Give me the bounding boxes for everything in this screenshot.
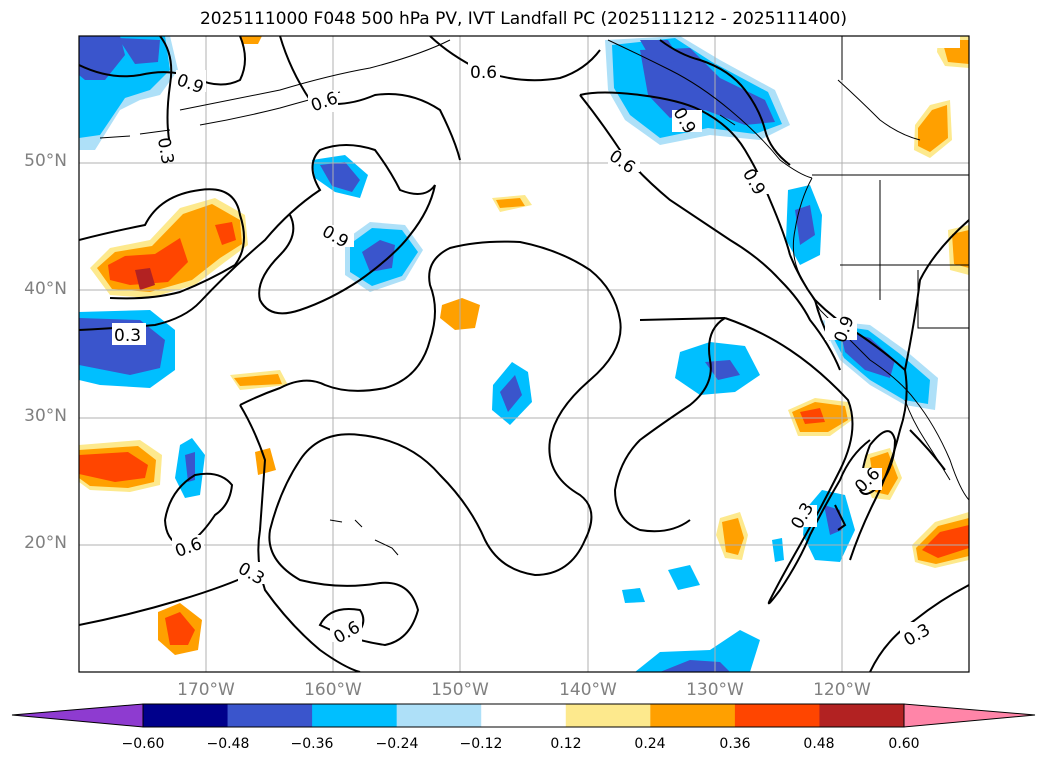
map-panel: 0.9 0.6 0.3 0.6 0.6 0.9 0.9 0.9 0.3 0.9 … bbox=[78, 35, 970, 673]
map-title: 2025111000 F048 500 hPa PV, IVT Landfall… bbox=[199, 9, 847, 29]
map-frame bbox=[78, 35, 970, 673]
contour-label: 0.3 bbox=[114, 326, 141, 346]
colorbar-tick-label: −0.12 bbox=[459, 736, 503, 752]
colorbar-tick-label: 0.12 bbox=[550, 736, 582, 752]
colorbar-segment bbox=[734, 704, 820, 727]
colorbar-tick-label: 0.24 bbox=[634, 736, 666, 752]
colorbar-segment bbox=[819, 704, 905, 727]
lon-label-120w: 120°W bbox=[813, 680, 871, 700]
colorbar-segment bbox=[650, 704, 736, 727]
colorbar-segment bbox=[396, 704, 482, 727]
lat-label-40n: 40°N bbox=[24, 279, 67, 299]
colorbar-tick-label: −0.60 bbox=[121, 736, 165, 752]
colorbar-tick-label: −0.24 bbox=[375, 736, 419, 752]
lon-label-140w: 140°W bbox=[559, 680, 617, 700]
contour-label: 0.3 bbox=[153, 136, 177, 166]
contour-label: 0.6 bbox=[470, 63, 497, 83]
colorbar-tick-label: −0.48 bbox=[206, 736, 250, 752]
colorbar-extend-high bbox=[904, 704, 1035, 727]
colorbar-extend-low bbox=[12, 704, 143, 727]
lat-label-30n: 30°N bbox=[24, 406, 67, 426]
lat-label-20n: 20°N bbox=[24, 533, 67, 553]
lon-label-160w: 160°W bbox=[304, 680, 362, 700]
colorbar-tick-label: 0.48 bbox=[803, 736, 835, 752]
colorbar-segment bbox=[565, 704, 651, 727]
colorbar-segment bbox=[143, 704, 229, 727]
coastlines bbox=[99, 36, 969, 556]
colorbar bbox=[11, 703, 1036, 728]
colorbar-tick-label: 0.60 bbox=[888, 736, 920, 752]
colorbar-segment bbox=[481, 704, 567, 727]
colorbar-segment bbox=[227, 704, 313, 727]
pv-contours bbox=[79, 36, 969, 672]
colorbar-segment bbox=[312, 704, 398, 727]
lon-label-170w: 170°W bbox=[177, 680, 235, 700]
lat-label-50n: 50°N bbox=[24, 151, 67, 171]
lon-label-130w: 130°W bbox=[686, 680, 744, 700]
colorbar-tick-label: 0.36 bbox=[719, 736, 751, 752]
colorbar-tick-label: −0.36 bbox=[290, 736, 334, 752]
lon-label-150w: 150°W bbox=[431, 680, 489, 700]
graticule bbox=[79, 36, 969, 672]
